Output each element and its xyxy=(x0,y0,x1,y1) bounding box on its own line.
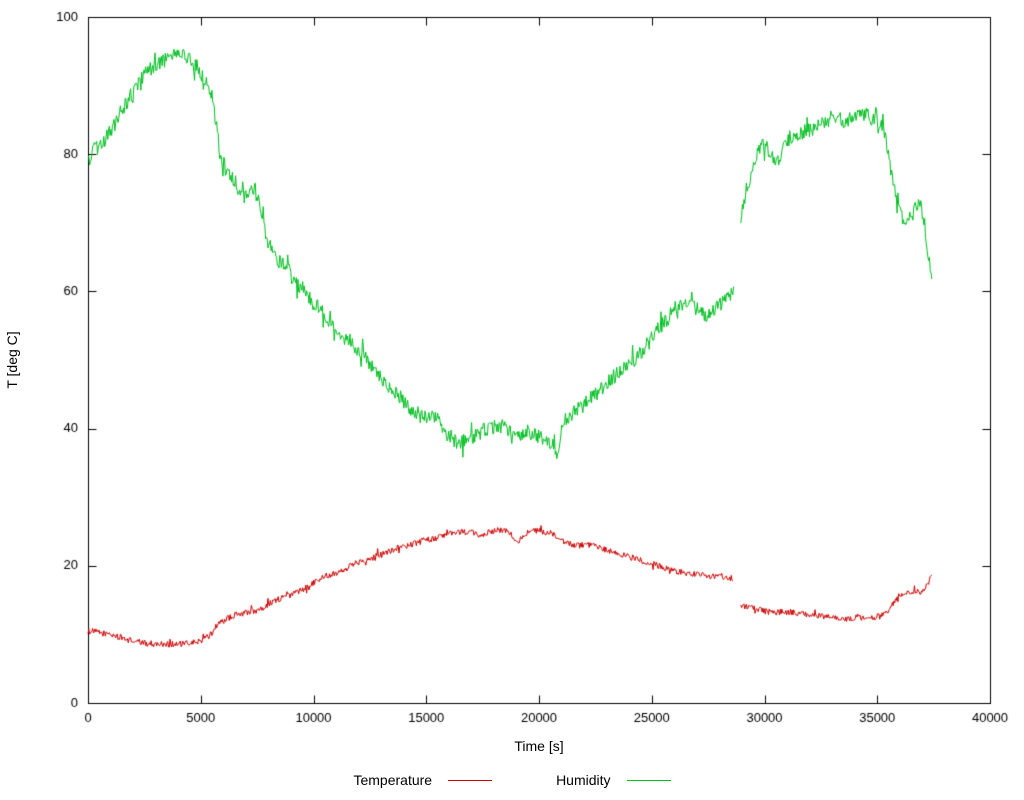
x-axis-title: Time [s] xyxy=(514,738,564,754)
legend-item-temperature: Temperature xyxy=(353,772,493,788)
legend-item-humidity: Humidity xyxy=(556,772,671,788)
chart-legend: Temperature Humidity xyxy=(0,772,1024,788)
legend-line-sample-temperature xyxy=(448,779,493,781)
legend-label-humidity: Humidity xyxy=(556,772,611,788)
legend-line-sample-humidity xyxy=(626,779,671,781)
legend-label-temperature: Temperature xyxy=(353,772,433,788)
y-axis-title: T [deg C] xyxy=(4,331,20,389)
